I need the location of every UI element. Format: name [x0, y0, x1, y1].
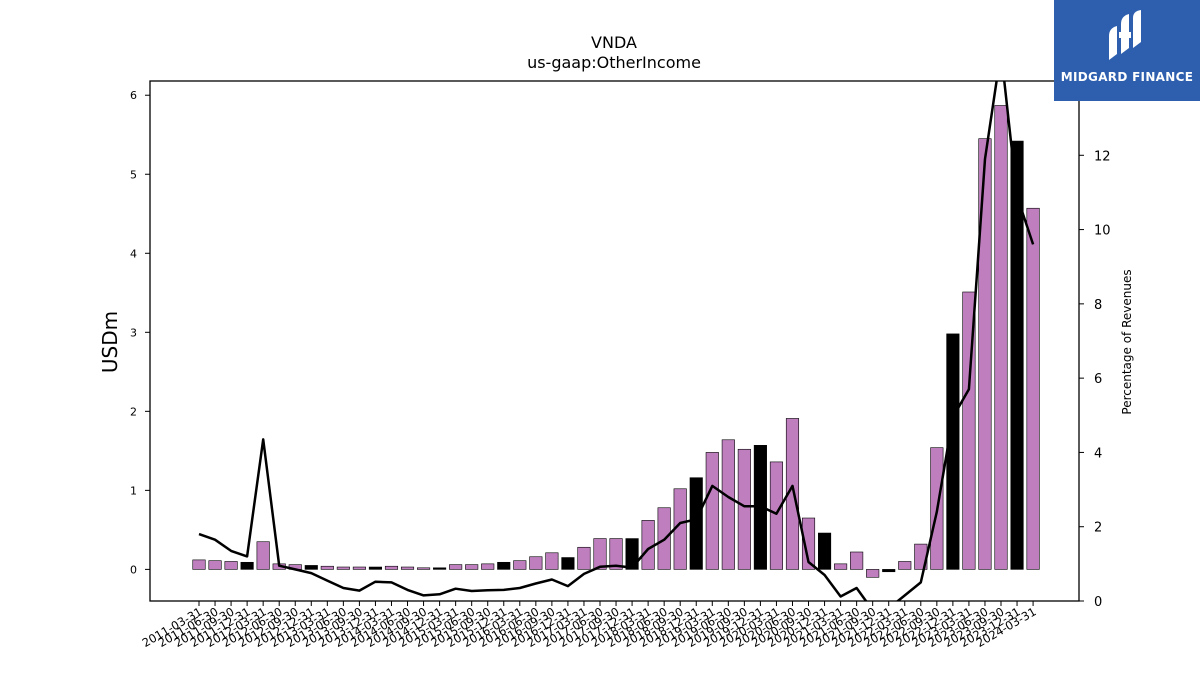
bar [192, 559, 206, 570]
chart-title: VNDA [591, 33, 637, 52]
y-tick-label: 3 [130, 326, 137, 339]
bar [769, 461, 783, 570]
y-tick-label: 1 [130, 484, 137, 497]
bar [882, 569, 896, 573]
y2-tick-label: 6 [1094, 372, 1102, 387]
y-tick-label: 4 [130, 247, 137, 260]
bar [737, 448, 751, 570]
bar [946, 333, 960, 570]
bar [481, 563, 495, 570]
y2-tick-label: 8 [1094, 298, 1102, 313]
bar [384, 565, 399, 570]
bar [609, 538, 623, 570]
y-tick-label: 2 [130, 405, 137, 418]
logo-text: MIDGARD FINANCE [1060, 70, 1194, 84]
y-tick-label: 0 [130, 563, 137, 576]
bar [545, 552, 559, 570]
bar [449, 564, 463, 570]
y2-axis-label: Percentage of Revenues [1120, 269, 1134, 414]
bar [368, 566, 382, 570]
bar [1026, 207, 1040, 570]
bar [818, 532, 832, 570]
bar [866, 569, 880, 578]
y2-tick-label: 12 [1094, 149, 1111, 164]
y-axis-label: USDm [98, 311, 122, 373]
bar [801, 517, 816, 570]
bar [497, 561, 511, 570]
bar [529, 556, 543, 570]
bar [785, 418, 800, 570]
y2-tick-label: 10 [1094, 224, 1111, 239]
bar [513, 560, 527, 570]
y2-tick-label: 4 [1094, 446, 1102, 461]
bar [208, 560, 222, 570]
bar [352, 566, 366, 570]
bar [994, 105, 1008, 570]
bar [577, 546, 591, 570]
bar [641, 520, 655, 570]
bar [721, 439, 735, 570]
bar [224, 561, 238, 570]
bar [898, 561, 912, 570]
bar [1010, 140, 1024, 570]
bar [320, 565, 334, 570]
y2-tick-label: 0 [1094, 595, 1102, 610]
chart-subtitle: us-gaap:OtherIncome [527, 53, 701, 72]
bar [256, 541, 270, 570]
y2-tick-label: 2 [1094, 521, 1102, 536]
logo-mark-icon [1109, 10, 1141, 60]
bar [433, 567, 447, 570]
series-line [198, 81, 1035, 601]
bar [240, 561, 254, 570]
bar [978, 138, 992, 570]
bar [625, 538, 639, 570]
plot-frame [149, 80, 1080, 602]
brand-logo: MIDGARD FINANCE [1054, 0, 1200, 101]
bar [336, 566, 350, 570]
bar [705, 452, 719, 570]
bar [465, 564, 479, 570]
bar [400, 566, 415, 570]
bar [689, 477, 703, 570]
bar [304, 565, 318, 570]
bar [593, 538, 607, 570]
bar [417, 567, 431, 570]
bar [850, 551, 864, 570]
bar [561, 557, 575, 570]
bar [834, 563, 848, 570]
y-tick-label: 6 [130, 89, 137, 102]
y-tick-label: 5 [130, 168, 137, 181]
